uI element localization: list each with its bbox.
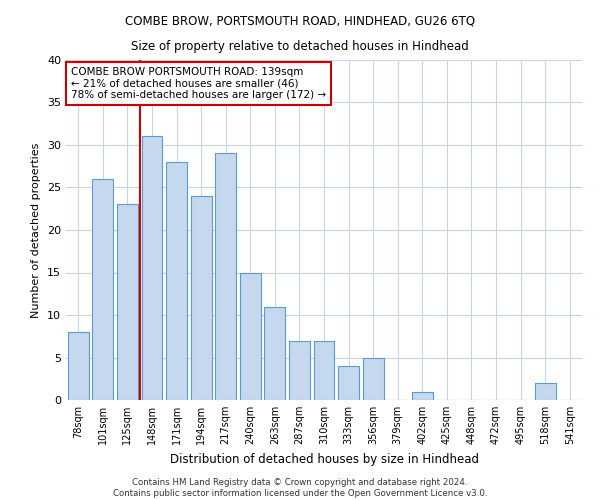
- Bar: [412, 392, 433, 400]
- Bar: [215, 154, 236, 400]
- Bar: [92, 179, 113, 400]
- Text: COMBE BROW, PORTSMOUTH ROAD, HINDHEAD, GU26 6TQ: COMBE BROW, PORTSMOUTH ROAD, HINDHEAD, G…: [125, 15, 475, 28]
- X-axis label: Distribution of detached houses by size in Hindhead: Distribution of detached houses by size …: [170, 452, 479, 466]
- Y-axis label: Number of detached properties: Number of detached properties: [31, 142, 41, 318]
- Bar: [142, 136, 163, 400]
- Bar: [314, 340, 334, 400]
- Text: COMBE BROW PORTSMOUTH ROAD: 139sqm
← 21% of detached houses are smaller (46)
78%: COMBE BROW PORTSMOUTH ROAD: 139sqm ← 21%…: [71, 67, 326, 100]
- Bar: [240, 272, 261, 400]
- Bar: [191, 196, 212, 400]
- Bar: [166, 162, 187, 400]
- Text: Size of property relative to detached houses in Hindhead: Size of property relative to detached ho…: [131, 40, 469, 53]
- Text: Contains HM Land Registry data © Crown copyright and database right 2024.
Contai: Contains HM Land Registry data © Crown c…: [113, 478, 487, 498]
- Bar: [338, 366, 359, 400]
- Bar: [362, 358, 383, 400]
- Bar: [289, 340, 310, 400]
- Bar: [117, 204, 138, 400]
- Bar: [68, 332, 89, 400]
- Bar: [265, 306, 286, 400]
- Bar: [535, 383, 556, 400]
